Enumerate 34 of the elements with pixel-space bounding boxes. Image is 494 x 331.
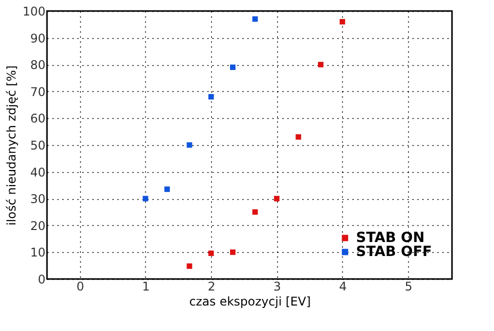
point [186,142,192,148]
y-tick-label: 80 [30,58,46,72]
y-tick-label: 30 [30,192,46,206]
y-tick-label: 90 [30,31,46,46]
point [274,196,280,202]
x-tick-label: 5 [404,280,412,294]
y-tick-label: 60 [30,112,46,126]
y-tick-label: 20 [30,218,46,233]
x-tick-label: 1 [142,280,150,294]
point [252,209,258,215]
point [296,134,302,140]
y-tick-label: 70 [30,84,46,99]
y-tick-label: 50 [30,138,46,152]
x-tick-label: 0 [76,280,84,294]
legend-label: STAB ON [356,230,425,246]
point [230,249,236,255]
point [142,196,148,202]
point [186,263,192,269]
y-tick-label: 40 [30,165,46,180]
y-tick-label: 10 [30,246,46,260]
point [208,250,214,256]
y-tick-label: 100 [22,4,46,18]
y-axis-title: ilość nieudanych zdjęć [%] [4,65,19,226]
legend-label: STAB OFF [356,244,432,260]
x-tick-label: 4 [339,280,347,294]
x-axis-title: czas ekspozycji [EV] [189,294,311,308]
point [230,64,236,70]
x-tick-label: 2 [208,280,216,294]
x-tick-label: 3 [273,280,282,294]
point [164,186,170,192]
point [252,16,258,22]
point [340,18,346,24]
point [318,62,324,68]
point [208,94,214,100]
